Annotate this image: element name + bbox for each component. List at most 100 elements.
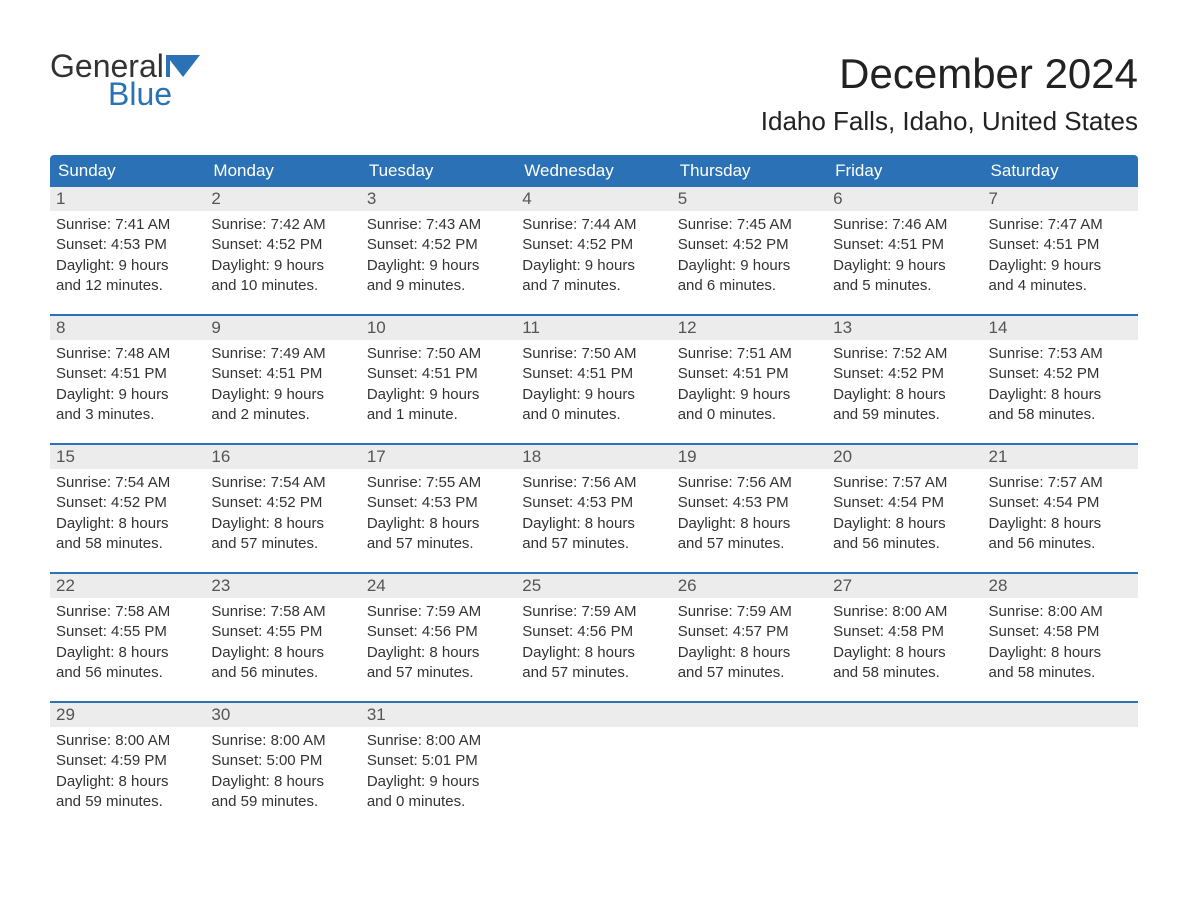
day-number: 7 <box>983 187 1138 211</box>
day-details: Sunrise: 7:56 AMSunset: 4:53 PMDaylight:… <box>516 469 671 558</box>
day-details: Sunrise: 7:48 AMSunset: 4:51 PMDaylight:… <box>50 340 205 429</box>
calendar-day <box>516 703 671 816</box>
calendar-day: 8Sunrise: 7:48 AMSunset: 4:51 PMDaylight… <box>50 316 205 429</box>
sunset-text: Sunset: 4:52 PM <box>522 235 665 255</box>
day-details: Sunrise: 7:43 AMSunset: 4:52 PMDaylight:… <box>361 211 516 300</box>
day-details: Sunrise: 7:46 AMSunset: 4:51 PMDaylight:… <box>827 211 982 300</box>
daylight-line-1: Daylight: 9 hours <box>678 256 821 276</box>
daylight-line-2: and 4 minutes. <box>989 276 1132 296</box>
calendar-week: 29Sunrise: 8:00 AMSunset: 4:59 PMDayligh… <box>50 701 1138 816</box>
day-details: Sunrise: 8:00 AMSunset: 4:58 PMDaylight:… <box>983 598 1138 687</box>
logo: General Blue <box>50 50 200 110</box>
sunrise-text: Sunrise: 7:42 AM <box>211 215 354 235</box>
day-details: Sunrise: 7:44 AMSunset: 4:52 PMDaylight:… <box>516 211 671 300</box>
calendar-day: 2Sunrise: 7:42 AMSunset: 4:52 PMDaylight… <box>205 187 360 300</box>
daylight-line-1: Daylight: 8 hours <box>833 385 976 405</box>
daylight-line-1: Daylight: 8 hours <box>989 643 1132 663</box>
day-number: 30 <box>205 703 360 727</box>
calendar-day: 10Sunrise: 7:50 AMSunset: 4:51 PMDayligh… <box>361 316 516 429</box>
daylight-line-2: and 57 minutes. <box>367 663 510 683</box>
day-number: 13 <box>827 316 982 340</box>
sunset-text: Sunset: 4:52 PM <box>833 364 976 384</box>
day-number: 20 <box>827 445 982 469</box>
calendar-day: 27Sunrise: 8:00 AMSunset: 4:58 PMDayligh… <box>827 574 982 687</box>
day-number: 5 <box>672 187 827 211</box>
day-details: Sunrise: 8:00 AMSunset: 5:00 PMDaylight:… <box>205 727 360 816</box>
daylight-line-2: and 57 minutes. <box>367 534 510 554</box>
day-header: Sunday <box>50 155 205 187</box>
calendar-day: 19Sunrise: 7:56 AMSunset: 4:53 PMDayligh… <box>672 445 827 558</box>
sunrise-text: Sunrise: 7:57 AM <box>989 473 1132 493</box>
day-number: 24 <box>361 574 516 598</box>
day-details: Sunrise: 7:58 AMSunset: 4:55 PMDaylight:… <box>205 598 360 687</box>
day-number: 18 <box>516 445 671 469</box>
calendar-day: 4Sunrise: 7:44 AMSunset: 4:52 PMDaylight… <box>516 187 671 300</box>
daylight-line-2: and 0 minutes. <box>367 792 510 812</box>
day-number: 4 <box>516 187 671 211</box>
sunrise-text: Sunrise: 7:56 AM <box>522 473 665 493</box>
daylight-line-1: Daylight: 9 hours <box>522 385 665 405</box>
day-number: 11 <box>516 316 671 340</box>
daylight-line-1: Daylight: 8 hours <box>56 772 199 792</box>
day-header: Saturday <box>983 155 1138 187</box>
calendar-day: 15Sunrise: 7:54 AMSunset: 4:52 PMDayligh… <box>50 445 205 558</box>
daylight-line-1: Daylight: 9 hours <box>833 256 976 276</box>
day-number: 31 <box>361 703 516 727</box>
day-details: Sunrise: 7:51 AMSunset: 4:51 PMDaylight:… <box>672 340 827 429</box>
sunset-text: Sunset: 4:51 PM <box>833 235 976 255</box>
calendar-day: 20Sunrise: 7:57 AMSunset: 4:54 PMDayligh… <box>827 445 982 558</box>
daylight-line-1: Daylight: 9 hours <box>211 385 354 405</box>
sunset-text: Sunset: 4:54 PM <box>833 493 976 513</box>
daylight-line-2: and 6 minutes. <box>678 276 821 296</box>
day-number <box>672 703 827 727</box>
daylight-line-2: and 56 minutes. <box>833 534 976 554</box>
day-number: 29 <box>50 703 205 727</box>
sunset-text: Sunset: 4:51 PM <box>211 364 354 384</box>
daylight-line-1: Daylight: 9 hours <box>367 256 510 276</box>
calendar-day: 7Sunrise: 7:47 AMSunset: 4:51 PMDaylight… <box>983 187 1138 300</box>
calendar-day: 25Sunrise: 7:59 AMSunset: 4:56 PMDayligh… <box>516 574 671 687</box>
calendar-day: 1Sunrise: 7:41 AMSunset: 4:53 PMDaylight… <box>50 187 205 300</box>
sunset-text: Sunset: 4:55 PM <box>211 622 354 642</box>
sunset-text: Sunset: 4:51 PM <box>989 235 1132 255</box>
logo-flag-icon <box>166 55 200 77</box>
daylight-line-1: Daylight: 8 hours <box>522 643 665 663</box>
day-details: Sunrise: 7:55 AMSunset: 4:53 PMDaylight:… <box>361 469 516 558</box>
calendar-day: 31Sunrise: 8:00 AMSunset: 5:01 PMDayligh… <box>361 703 516 816</box>
daylight-line-1: Daylight: 8 hours <box>833 514 976 534</box>
daylight-line-2: and 0 minutes. <box>678 405 821 425</box>
sunrise-text: Sunrise: 7:58 AM <box>56 602 199 622</box>
day-number: 1 <box>50 187 205 211</box>
sunset-text: Sunset: 4:58 PM <box>989 622 1132 642</box>
day-details: Sunrise: 7:42 AMSunset: 4:52 PMDaylight:… <box>205 211 360 300</box>
sunset-text: Sunset: 4:52 PM <box>367 235 510 255</box>
calendar-day: 29Sunrise: 8:00 AMSunset: 4:59 PMDayligh… <box>50 703 205 816</box>
sunset-text: Sunset: 4:56 PM <box>522 622 665 642</box>
day-number: 22 <box>50 574 205 598</box>
sunset-text: Sunset: 4:53 PM <box>522 493 665 513</box>
day-number: 6 <box>827 187 982 211</box>
month-title: December 2024 <box>761 50 1138 98</box>
sunrise-text: Sunrise: 7:44 AM <box>522 215 665 235</box>
daylight-line-1: Daylight: 8 hours <box>989 385 1132 405</box>
sunrise-text: Sunrise: 7:58 AM <box>211 602 354 622</box>
daylight-line-1: Daylight: 8 hours <box>833 643 976 663</box>
day-details: Sunrise: 7:49 AMSunset: 4:51 PMDaylight:… <box>205 340 360 429</box>
day-number: 10 <box>361 316 516 340</box>
sunrise-text: Sunrise: 7:48 AM <box>56 344 199 364</box>
daylight-line-1: Daylight: 9 hours <box>989 256 1132 276</box>
calendar-day: 22Sunrise: 7:58 AMSunset: 4:55 PMDayligh… <box>50 574 205 687</box>
sunrise-text: Sunrise: 7:46 AM <box>833 215 976 235</box>
day-number: 16 <box>205 445 360 469</box>
calendar-day: 6Sunrise: 7:46 AMSunset: 4:51 PMDaylight… <box>827 187 982 300</box>
sunrise-text: Sunrise: 7:59 AM <box>522 602 665 622</box>
daylight-line-1: Daylight: 8 hours <box>367 514 510 534</box>
sunrise-text: Sunrise: 7:55 AM <box>367 473 510 493</box>
day-header: Friday <box>827 155 982 187</box>
day-number: 2 <box>205 187 360 211</box>
day-details: Sunrise: 7:59 AMSunset: 4:56 PMDaylight:… <box>516 598 671 687</box>
day-number <box>827 703 982 727</box>
sunset-text: Sunset: 4:58 PM <box>833 622 976 642</box>
sunset-text: Sunset: 4:59 PM <box>56 751 199 771</box>
day-number: 28 <box>983 574 1138 598</box>
